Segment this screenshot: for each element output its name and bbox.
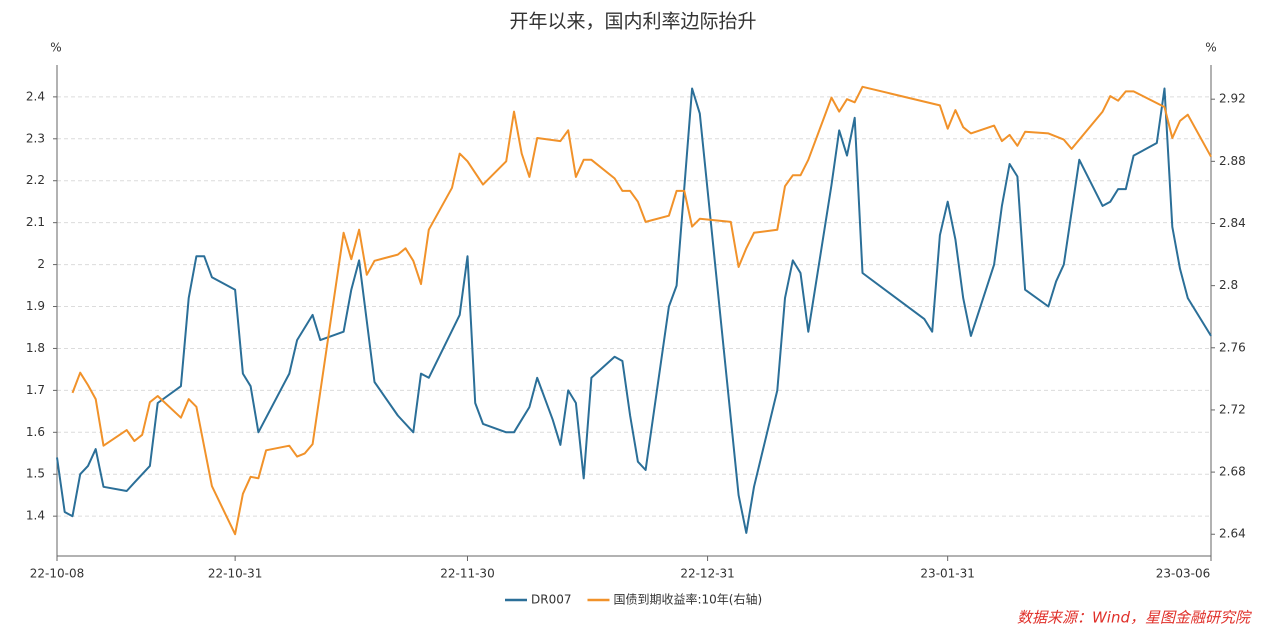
y-unit: % xyxy=(50,41,61,55)
y-tick-label: 2.1 xyxy=(26,215,45,229)
x-tick-label: 23-01-31 xyxy=(920,567,974,581)
y2-tick-label: 2.92 xyxy=(1219,92,1246,106)
y2-tick-label: 2.72 xyxy=(1219,402,1246,416)
x-tick-label: 22-11-30 xyxy=(440,567,494,581)
y2-tick-label: 2.88 xyxy=(1219,154,1246,168)
series-line xyxy=(71,85,1212,536)
y-tick-label: 1.9 xyxy=(26,299,45,313)
series-line xyxy=(56,87,1212,534)
y2-unit: % xyxy=(1205,41,1216,55)
source-note: 数据来源：Wind，星图金融研究院 xyxy=(1017,609,1252,627)
legend-label: 国债到期收益率:10年(右轴) xyxy=(613,592,762,607)
y2-tick-label: 2.76 xyxy=(1219,340,1246,354)
y-tick-label: 2.2 xyxy=(26,173,45,187)
y-tick-label: 1.4 xyxy=(26,509,45,523)
y2-tick-label: 2.64 xyxy=(1219,527,1246,541)
y2-tick-label: 2.68 xyxy=(1219,465,1246,479)
y-tick-label: 1.5 xyxy=(26,467,45,481)
x-tick-label: 22-10-31 xyxy=(208,567,262,581)
y2-tick-label: 2.8 xyxy=(1219,278,1238,292)
legend-label: DR007 xyxy=(531,593,571,607)
y-tick-label: 1.8 xyxy=(26,341,45,355)
x-tick-label: 23-03-06 xyxy=(1156,567,1210,581)
x-tick-label: 22-10-08 xyxy=(30,567,84,581)
y-tick-label: 2.4 xyxy=(26,89,45,103)
chart-title: 开年以来，国内利率边际抬升 xyxy=(509,11,756,33)
y2-tick-label: 2.84 xyxy=(1219,216,1246,230)
x-tick-label: 22-12-31 xyxy=(680,567,734,581)
y-tick-label: 2 xyxy=(37,257,45,271)
y-tick-label: 1.6 xyxy=(26,425,45,439)
y-tick-label: 1.7 xyxy=(26,383,45,397)
y-tick-label: 2.3 xyxy=(26,131,45,145)
